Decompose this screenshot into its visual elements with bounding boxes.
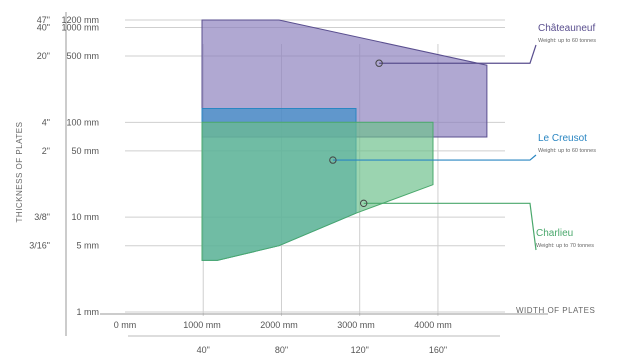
y-tick-label-inches: 3/16": [29, 241, 50, 251]
y-tick-label: 5 mm: [77, 241, 100, 251]
callout-line-1: [332, 154, 537, 161]
y-tick-label-inches: 2": [42, 146, 50, 156]
series-subtitle-label: Weight: up to 70 tonnes: [536, 243, 594, 249]
y-tick-label: 1000 mm: [61, 23, 99, 33]
x-tick-label-inches: 160": [429, 345, 447, 355]
series-subtitle-label: Weight: up to 60 tonnes: [538, 148, 596, 154]
y-tick-label-inches: 47": [37, 15, 50, 25]
x-tick-label: 3000 mm: [337, 320, 375, 330]
callout-line-2: [363, 202, 537, 251]
x-axis-title: WIDTH OF PLATES: [516, 306, 595, 315]
y-tick-label-inches: 20": [37, 51, 50, 61]
x-tick-label-inches: 120": [351, 345, 369, 355]
y-tick-label: 1200 mm: [61, 15, 99, 25]
x-tick-label: 4000 mm: [414, 320, 452, 330]
y-tick-label-inches: 3/8": [34, 212, 50, 222]
y-tick-label-inches: 40": [37, 23, 50, 33]
series-name-label: Châteauneuf: [538, 23, 595, 34]
y-axis-title: THICKNESS OF PLATES: [15, 122, 24, 223]
y-tick-label: 1 mm: [77, 307, 100, 317]
callout-marker-0: [375, 59, 383, 67]
y-tick-label-inches: 4": [42, 117, 50, 127]
y-tick-label: 500 mm: [66, 51, 99, 61]
x-tick-label: 0 mm: [114, 320, 137, 330]
y-tick-label: 10 mm: [71, 212, 99, 222]
x-tick-label-inches: 40": [197, 345, 210, 355]
y-tick-label: 100 mm: [66, 117, 99, 127]
series-name-label: Charlieu: [536, 228, 573, 239]
x-tick-label-inches: 80": [275, 345, 288, 355]
callout-marker-2: [360, 199, 368, 208]
y-tick-label: 50 mm: [71, 146, 99, 156]
x-tick-label: 2000 mm: [260, 320, 298, 330]
series-name-label: Le Creusot: [538, 133, 587, 144]
callout-line-0: [379, 44, 537, 64]
series-subtitle-label: Weight: up to 60 tonnes: [538, 38, 596, 44]
callout-marker-1: [329, 156, 337, 164]
series-area-2: [201, 121, 434, 261]
x-tick-label: 1000 mm: [183, 320, 221, 330]
